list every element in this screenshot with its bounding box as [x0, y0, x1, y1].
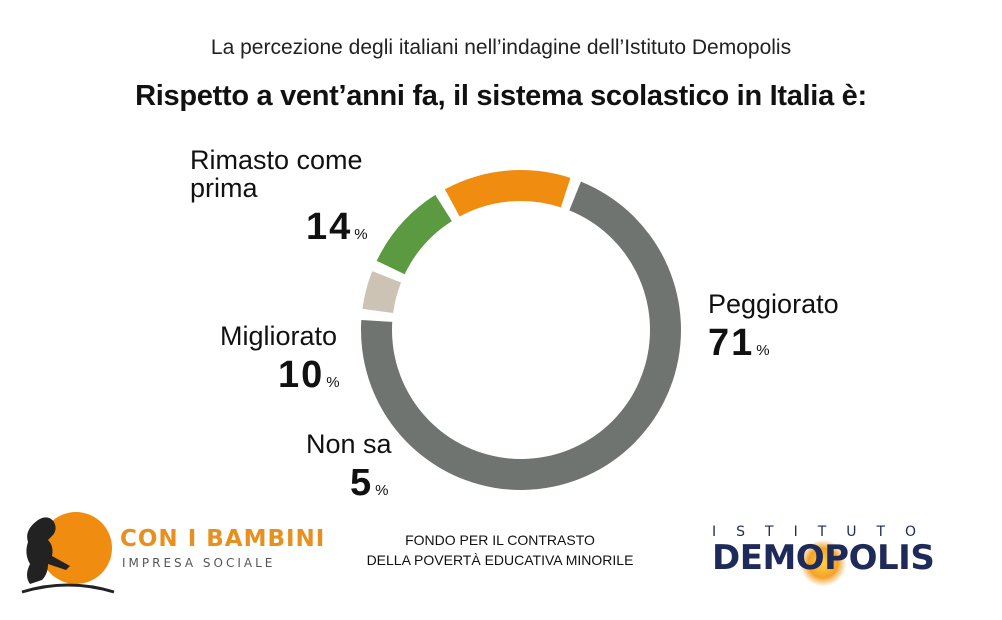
label-peggiorato-name: Peggiorato [708, 289, 839, 319]
fondo-line2: DELLA POVERTÀ EDUCATIVA MINORILE [366, 552, 634, 568]
donut-slice-rimasto-come-prima [444, 170, 571, 217]
label-migliorato: Migliorato 10% [220, 322, 340, 397]
label-peggiorato-value: 71% [708, 322, 770, 364]
label-peggiorato: Peggiorato 71% [708, 290, 839, 365]
label-non-sa: Non sa 5% [306, 430, 392, 505]
chart-subtitle: La percezione degli italiani nell’indagi… [210, 36, 792, 59]
fondo-text: FONDO PER IL CONTRASTO DELLA POVERTÀ EDU… [330, 530, 670, 570]
label-non-sa-value: 5% [350, 462, 389, 504]
label-non-sa-name: Non sa [306, 429, 392, 459]
donut-slice-migliorato [376, 194, 452, 275]
label-rimasto: Rimasto come prima 14% [190, 146, 368, 249]
con-i-bambini-logo-icon [21, 512, 115, 594]
impresa-sociale-text: IMPRESA SOCIALE [122, 556, 276, 570]
label-migliorato-value: 10% [278, 354, 340, 396]
label-rimasto-value: 14% [306, 206, 368, 248]
fondo-line1: FONDO PER IL CONTRASTO [405, 532, 595, 548]
demopolis-sun-icon [800, 540, 846, 586]
demopolis-logo-text: DEMOPOLIS [712, 538, 935, 578]
donut-slice-non-sa [362, 271, 402, 313]
label-rimasto-name-line2: prima [190, 173, 258, 203]
istituto-text: ISTITUTO [712, 524, 937, 540]
con-i-bambini-name: CON I BAMBINI [120, 526, 326, 552]
chart-title: Rispetto a vent’anni fa, il sistema scol… [135, 80, 867, 112]
label-migliorato-name: Migliorato [220, 321, 338, 351]
label-rimasto-name-line1: Rimasto come [190, 145, 363, 175]
